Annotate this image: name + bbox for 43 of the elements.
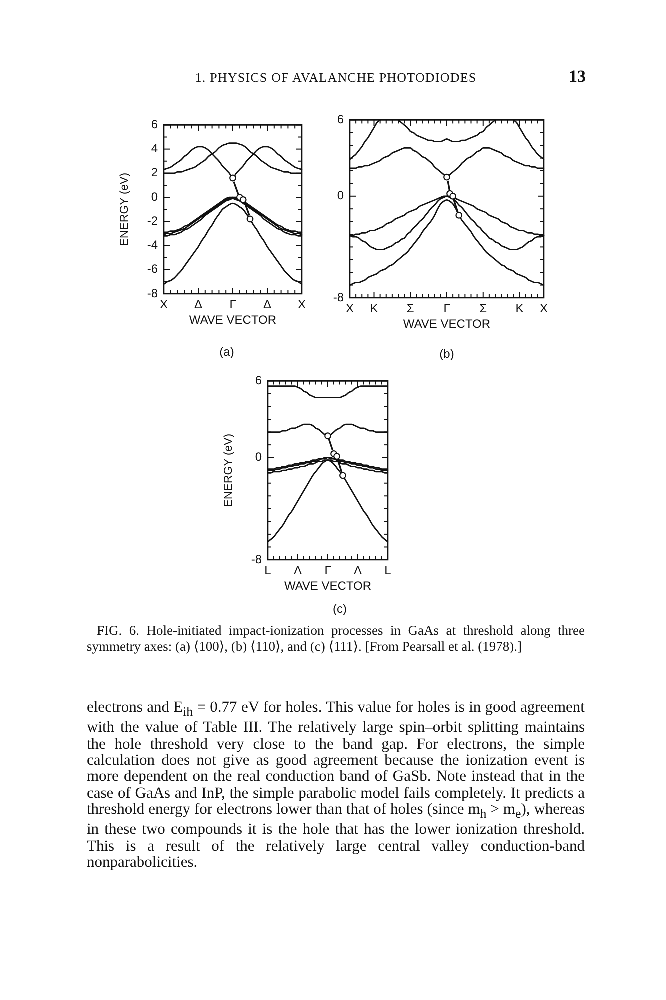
x-tick-label: Σ xyxy=(480,302,488,316)
y-tick-label: -8 xyxy=(251,552,262,566)
x-tick-label: Γ xyxy=(324,564,332,578)
x-tick-label: Γ xyxy=(230,298,237,312)
text: 13 xyxy=(568,67,586,87)
y-tick-label: -2 xyxy=(147,214,158,228)
y-tick-label: -6 xyxy=(147,262,158,276)
x-tick-label: Δ xyxy=(263,298,272,312)
x-tick-label: X xyxy=(298,298,306,312)
x-tick-label: K xyxy=(370,302,378,316)
x-tick-label: Λ xyxy=(354,564,362,578)
y-tick-label: 0 xyxy=(255,450,262,464)
y-axis-title: ENERGY (eV) xyxy=(223,434,236,508)
text: electrons and E$_{ih}$ = 0.77 eV for holes. This value for holes is in good agreement with the value of Table III. The relatively large spin–orbit splitting maintains the hole threshold very close to the band gap. For electrons, the simple calculation does not give as good agreement because the ionization event is more dependent on the real conduction band of GaSb. Note instead that in the case of GaAs and InP, the simple parabolic model fails completely. It predicts a threshold energy for electrons lower than that of holes (since m$_{h}$ > m$_{e}$), whereas in these two compounds it is the hole that has the lower ionization threshold. This is a result of the relatively large central valley conduction-band nonparabolicities. xyxy=(87,699,585,871)
x-axis-title: WAVE VECTOR xyxy=(284,579,372,594)
x-axis-title: WAVE VECTOR xyxy=(403,317,491,332)
text: (c) xyxy=(332,602,348,616)
y-tick-label: 4 xyxy=(151,142,158,156)
y-tick-label: 6 xyxy=(255,374,262,388)
y-tick-label: 0 xyxy=(151,190,158,204)
y-tick-label: 6 xyxy=(151,118,158,132)
y-tick-label: 6 xyxy=(337,112,344,127)
y-tick-label: 0 xyxy=(337,188,344,203)
x-tick-label: L xyxy=(384,564,392,578)
text: (b) xyxy=(438,347,456,361)
x-tick-label: Σ xyxy=(406,302,414,316)
x-tick-label: X xyxy=(540,302,548,316)
x-tick-label: K xyxy=(516,302,524,316)
x-tick-label: L xyxy=(264,564,272,578)
y-tick-label: 2 xyxy=(151,166,158,180)
caption: FIG. 6. Hole-initiated impact-ionization processes in GaAs at threshold along three symmetry axes: (a) ⟨100⟩, (b) ⟨110⟩, and (c) ⟨111⟩. [From Pearsall et al. (1978).] xyxy=(87,623,585,655)
y-tick-label: -8 xyxy=(333,290,344,304)
x-tick-label: X xyxy=(160,298,168,312)
y-tick-label: -4 xyxy=(147,238,158,252)
x-axis-title: WAVE VECTOR xyxy=(189,313,277,328)
x-tick-label: Γ xyxy=(444,302,451,316)
y-axis-title: ENERGY (eV) xyxy=(119,172,132,246)
y-tick-label: -8 xyxy=(147,286,158,300)
x-tick-label: X xyxy=(346,302,354,316)
x-tick-label: Λ xyxy=(294,564,302,578)
text: 1. PHYSICS OF AVALANCHE PHOTODIODES xyxy=(194,70,478,86)
text: (a) xyxy=(218,345,236,359)
x-tick-label: Δ xyxy=(194,298,203,312)
